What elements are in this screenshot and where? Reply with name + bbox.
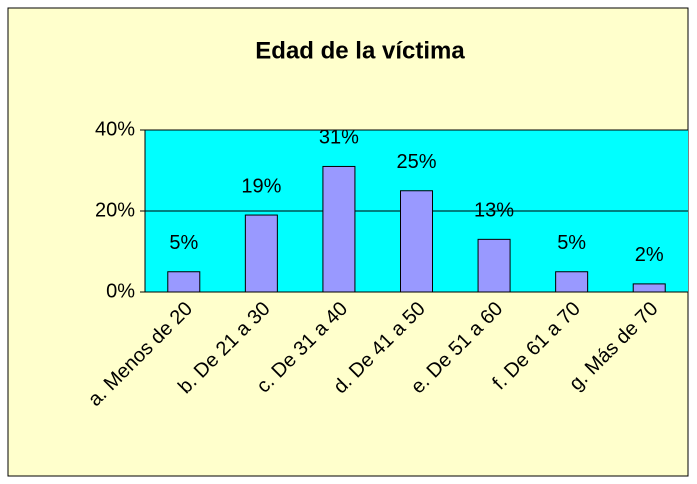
bar xyxy=(555,271,589,293)
chart-title: Edad de la víctima xyxy=(255,37,465,64)
data-label: 5% xyxy=(169,232,198,254)
bar xyxy=(477,238,511,293)
bar xyxy=(632,283,666,293)
bar xyxy=(322,165,356,293)
data-label: 13% xyxy=(474,200,514,222)
y-tick-label: 0% xyxy=(106,280,135,302)
y-tick-label: 40% xyxy=(95,118,135,140)
y-tick-label: 20% xyxy=(95,199,135,221)
data-label: 31% xyxy=(319,127,359,149)
data-label: 2% xyxy=(635,244,664,266)
data-label: 25% xyxy=(396,151,436,173)
bar xyxy=(167,271,201,293)
bar xyxy=(400,190,433,293)
data-label: 19% xyxy=(241,175,281,197)
data-label: 5% xyxy=(557,232,586,254)
bar xyxy=(244,214,278,293)
